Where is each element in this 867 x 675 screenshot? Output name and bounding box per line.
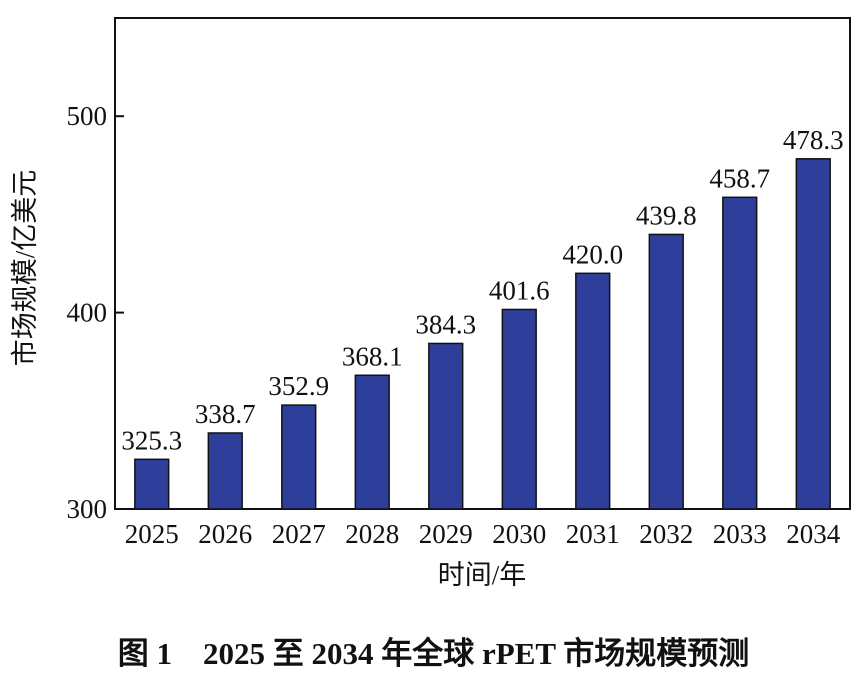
bar-chart: 300 400 500 325.3 338.7 352.9 368.1 384.3 401.6… bbox=[10, 17, 851, 590]
bar bbox=[722, 196, 758, 510]
bar bbox=[207, 432, 243, 510]
bar-value-label: 352.9 bbox=[268, 371, 329, 401]
x-tick-label: 2032 bbox=[639, 519, 693, 549]
bar bbox=[281, 404, 317, 510]
x-tick-label: 2029 bbox=[419, 519, 473, 549]
bar-value-label: 368.1 bbox=[342, 341, 403, 371]
y-tick-label: 300 bbox=[67, 494, 108, 524]
x-axis: 2025 2026 2027 2028 2029 2030 2031 2032 2033 2034 bbox=[125, 519, 841, 549]
y-axis-label: 市场规模/亿美元 bbox=[10, 170, 40, 367]
y-tick-label: 400 bbox=[67, 298, 108, 328]
bar bbox=[354, 374, 390, 510]
figure-caption: 图 1 2025 至 2034 年全球 rPET 市场规模预测 bbox=[117, 636, 750, 671]
bar bbox=[134, 458, 170, 510]
bar bbox=[428, 342, 464, 510]
bar-value-label: 401.6 bbox=[489, 275, 550, 305]
x-tick-label: 2031 bbox=[566, 519, 620, 549]
x-tick-label: 2034 bbox=[786, 519, 841, 549]
x-tick-label: 2030 bbox=[492, 519, 546, 549]
y-axis: 300 400 500 bbox=[67, 101, 124, 524]
x-axis-label: 时间/年 bbox=[438, 560, 527, 590]
x-tick-label: 2026 bbox=[198, 519, 252, 549]
bar-value-label: 325.3 bbox=[121, 425, 182, 455]
plot-frame bbox=[114, 17, 851, 510]
bars bbox=[134, 158, 831, 510]
bar-value-label: 338.7 bbox=[195, 399, 256, 429]
y-tick-label: 500 bbox=[67, 101, 108, 131]
bar-value-label: 420.0 bbox=[562, 239, 623, 269]
bar bbox=[575, 272, 611, 510]
x-tick-label: 2033 bbox=[713, 519, 767, 549]
x-tick-label: 2028 bbox=[345, 519, 399, 549]
x-tick-label: 2025 bbox=[125, 519, 179, 549]
bar-value-label: 458.7 bbox=[709, 163, 770, 193]
bar-value-label: 478.3 bbox=[783, 125, 844, 155]
bar bbox=[648, 233, 684, 510]
bar bbox=[501, 308, 537, 510]
bar bbox=[795, 158, 831, 510]
bar-value-label: 439.8 bbox=[636, 200, 697, 230]
x-tick-label: 2027 bbox=[272, 519, 326, 549]
bar-value-label: 384.3 bbox=[415, 309, 476, 339]
bar-value-labels: 325.3 338.7 352.9 368.1 384.3 401.6 420.0 439.8… bbox=[121, 125, 843, 455]
